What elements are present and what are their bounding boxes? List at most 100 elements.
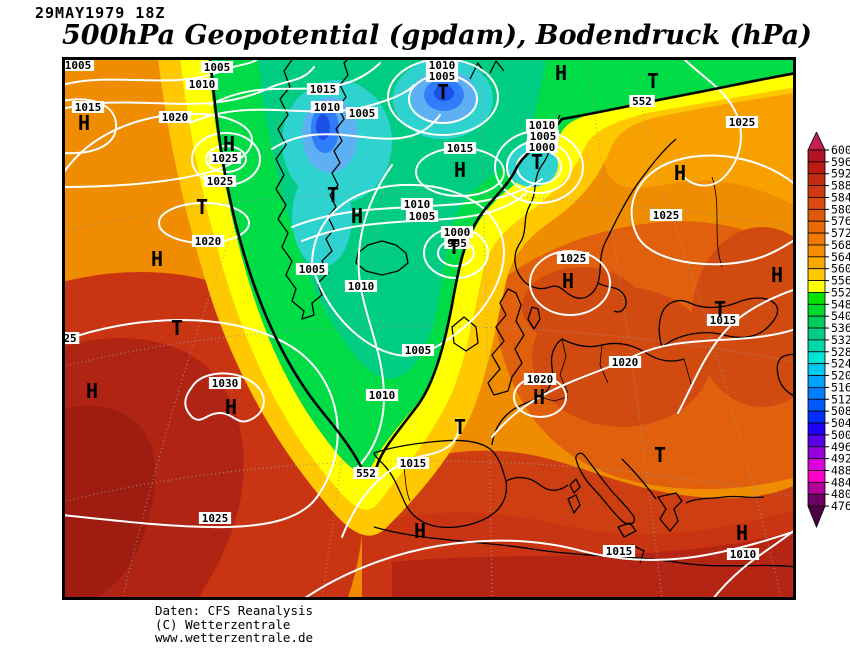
- high-center: H: [351, 204, 363, 228]
- pressure-label-box: [706, 314, 740, 326]
- colorbar-cell: [807, 339, 826, 353]
- pressure-label: 1010: [529, 119, 556, 132]
- colorbar-tick-label: 476: [831, 499, 850, 513]
- pressure-label-box: [405, 210, 439, 222]
- colorbar-tick-label: 552: [831, 285, 850, 299]
- pressure-label: 1025: [202, 512, 229, 525]
- colorbar-cell: [807, 410, 826, 424]
- pressure-label-box: [306, 83, 340, 95]
- pressure-label-box: [344, 280, 378, 292]
- colorbar-cell: [807, 363, 826, 376]
- low-center: T: [196, 195, 208, 219]
- pressure-label: 1005: [204, 61, 231, 74]
- colorbar-cell: [807, 280, 826, 293]
- colorbar-cell: [807, 149, 826, 163]
- colorbar-cell: [807, 493, 826, 507]
- pressure-label-box: [208, 152, 242, 164]
- colorbar-tick-label: 484: [831, 475, 850, 489]
- pressure-label-box: [726, 548, 760, 560]
- low-center: T: [327, 183, 339, 207]
- colorbar-cell: [807, 458, 826, 471]
- colorbar-cell: [807, 422, 826, 436]
- colorbar-tick-label: 576: [831, 214, 850, 228]
- pressure-label-box: [425, 70, 459, 82]
- pressure-label-box: [425, 59, 459, 71]
- pressure-label-box: [62, 59, 95, 71]
- colorbar-tick-label: 508: [831, 404, 850, 418]
- pressure-label-box: [649, 209, 683, 221]
- weather-map: 1005 100510101015102010251025102025103010…: [62, 57, 796, 600]
- colorbar-tick-label: 504: [831, 416, 850, 430]
- pressure-label-box: [310, 101, 344, 113]
- high-center: H: [225, 395, 237, 419]
- colorbar-tick-label: 580: [831, 202, 850, 216]
- pressure-label-box: [523, 373, 557, 385]
- credit-copyright: (C) Wetterzentrale: [155, 616, 291, 632]
- colorbar-cell: [807, 197, 826, 210]
- pressure-label-box: [440, 226, 474, 238]
- geopotential-labels: 552 552: [353, 95, 655, 480]
- colorbar-cell: [807, 256, 826, 270]
- colorbar-arrow-top: [807, 132, 826, 151]
- pressure-label-box: [191, 235, 225, 247]
- pressure-label-box: [401, 344, 435, 356]
- colorbar-tick-label: 520: [831, 369, 850, 383]
- colorbar-tick-label: 500: [831, 428, 850, 442]
- pressure-label: 1005: [65, 59, 92, 72]
- low-center: T: [454, 415, 466, 439]
- high-center: H: [555, 61, 567, 85]
- colorbar-tick-label: 596: [831, 155, 850, 169]
- map-border: [62, 57, 796, 600]
- high-center: H: [78, 111, 90, 135]
- colorbar-tick-label: 540: [831, 309, 850, 323]
- pressure-label: 1005: [409, 210, 436, 223]
- pressure-label-box: [198, 512, 232, 524]
- pressure-label-box: [444, 237, 470, 249]
- pressure-label: 1025: [653, 209, 680, 222]
- colorbar-cell: [807, 292, 826, 305]
- colorbar-cell: [807, 386, 826, 400]
- colorbar-tick-label: 528: [831, 345, 850, 359]
- pressure-label-box: [396, 457, 430, 469]
- pressure-label: 1025: [212, 152, 239, 165]
- pressure-label: 1025: [207, 175, 234, 188]
- pressure-label: 1005: [349, 107, 376, 120]
- colorbar-tick-label: 536: [831, 321, 850, 335]
- high-center: H: [151, 247, 163, 271]
- colorbar-tick-label: 524: [831, 357, 850, 371]
- pressure-label: 1015: [400, 457, 427, 470]
- colorbar-cell: [807, 244, 826, 258]
- pressure-label: 1000: [529, 141, 556, 154]
- pressure-label: 1015: [75, 101, 102, 114]
- colorbar-tick-label: 516: [831, 380, 850, 394]
- high-center: H: [674, 161, 686, 185]
- pressure-label-box: [725, 116, 759, 128]
- pressure-label: 25: [63, 332, 76, 345]
- geopotential-colorbar: 6005965925885845805765725685645605565525…: [807, 132, 850, 529]
- colorbar-cell: [807, 268, 826, 281]
- pressure-label: 1010: [404, 198, 431, 211]
- colorbar-arrow-bottom: [807, 505, 826, 529]
- colorbar-cell: [807, 208, 826, 222]
- colorbar-tick-label: 496: [831, 440, 850, 454]
- pressure-label-box: [295, 263, 329, 275]
- colorbar-tick-label: 512: [831, 392, 850, 406]
- pressure-label-box: [526, 130, 560, 142]
- colorbar-tick-label: 592: [831, 167, 850, 181]
- colorbar-tick-label: 480: [831, 487, 850, 501]
- pressure-label-box: [71, 101, 105, 113]
- colorbar-tick-label: 584: [831, 190, 850, 204]
- pressure-label: 1010: [348, 280, 375, 293]
- high-center: H: [736, 521, 748, 545]
- pressure-label-box: [203, 175, 237, 187]
- pressure-label-box: [185, 78, 219, 90]
- colorbar-cell: [807, 327, 826, 341]
- colorbar-cell: [807, 315, 826, 329]
- low-center: T: [714, 297, 726, 321]
- colorbar-tick-label: 568: [831, 238, 850, 252]
- colorbar-cell: [807, 446, 826, 460]
- colorbar-cell: [807, 470, 826, 483]
- colorbar-tick-label: 492: [831, 452, 850, 466]
